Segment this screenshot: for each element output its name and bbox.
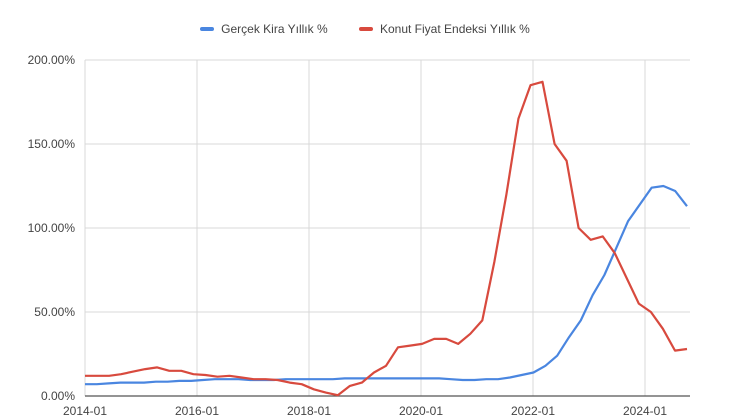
x-tick-label: 2014-01: [63, 404, 107, 418]
x-tick-label: 2020-01: [399, 404, 443, 418]
house-price-index-line: [85, 80, 688, 397]
x-tick-label: 2018-01: [287, 404, 331, 418]
chart-legend: Gerçek Kira Yıllık % Konut Fiyat Endeksi…: [0, 20, 730, 36]
y-tick-label: 100.00%: [28, 221, 76, 235]
real-rent-line: [85, 184, 688, 386]
y-tick-label: 200.00%: [28, 53, 76, 67]
y-tick-label: 50.00%: [34, 305, 75, 319]
legend-item-house-price-index[interactable]: Konut Fiyat Endeksi Yıllık %: [358, 22, 530, 36]
x-axis-labels: 2014-01 2016-01 2018-01 2020-01 2022-01 2024-…: [63, 404, 667, 418]
legend-label: Konut Fiyat Endeksi Yıllık %: [379, 22, 530, 36]
gridlines: [84, 59, 690, 397]
y-axis-labels: 0.00% 50.00% 100.00% 150.00% 200.00%: [28, 53, 76, 403]
y-tick-label: 150.00%: [28, 137, 76, 151]
legend-label: Gerçek Kira Yıllık %: [221, 22, 328, 36]
legend-item-real-rent[interactable]: Gerçek Kira Yıllık %: [200, 22, 328, 36]
legend-swatch-red: [358, 27, 373, 31]
x-tick-label: 2024-01: [623, 404, 667, 418]
x-tick-label: 2016-01: [175, 404, 219, 418]
y-tick-label: 0.00%: [41, 389, 75, 403]
legend-swatch-blue: [200, 27, 215, 31]
series-lines: [85, 80, 688, 397]
x-tick-label: 2022-01: [511, 404, 555, 418]
